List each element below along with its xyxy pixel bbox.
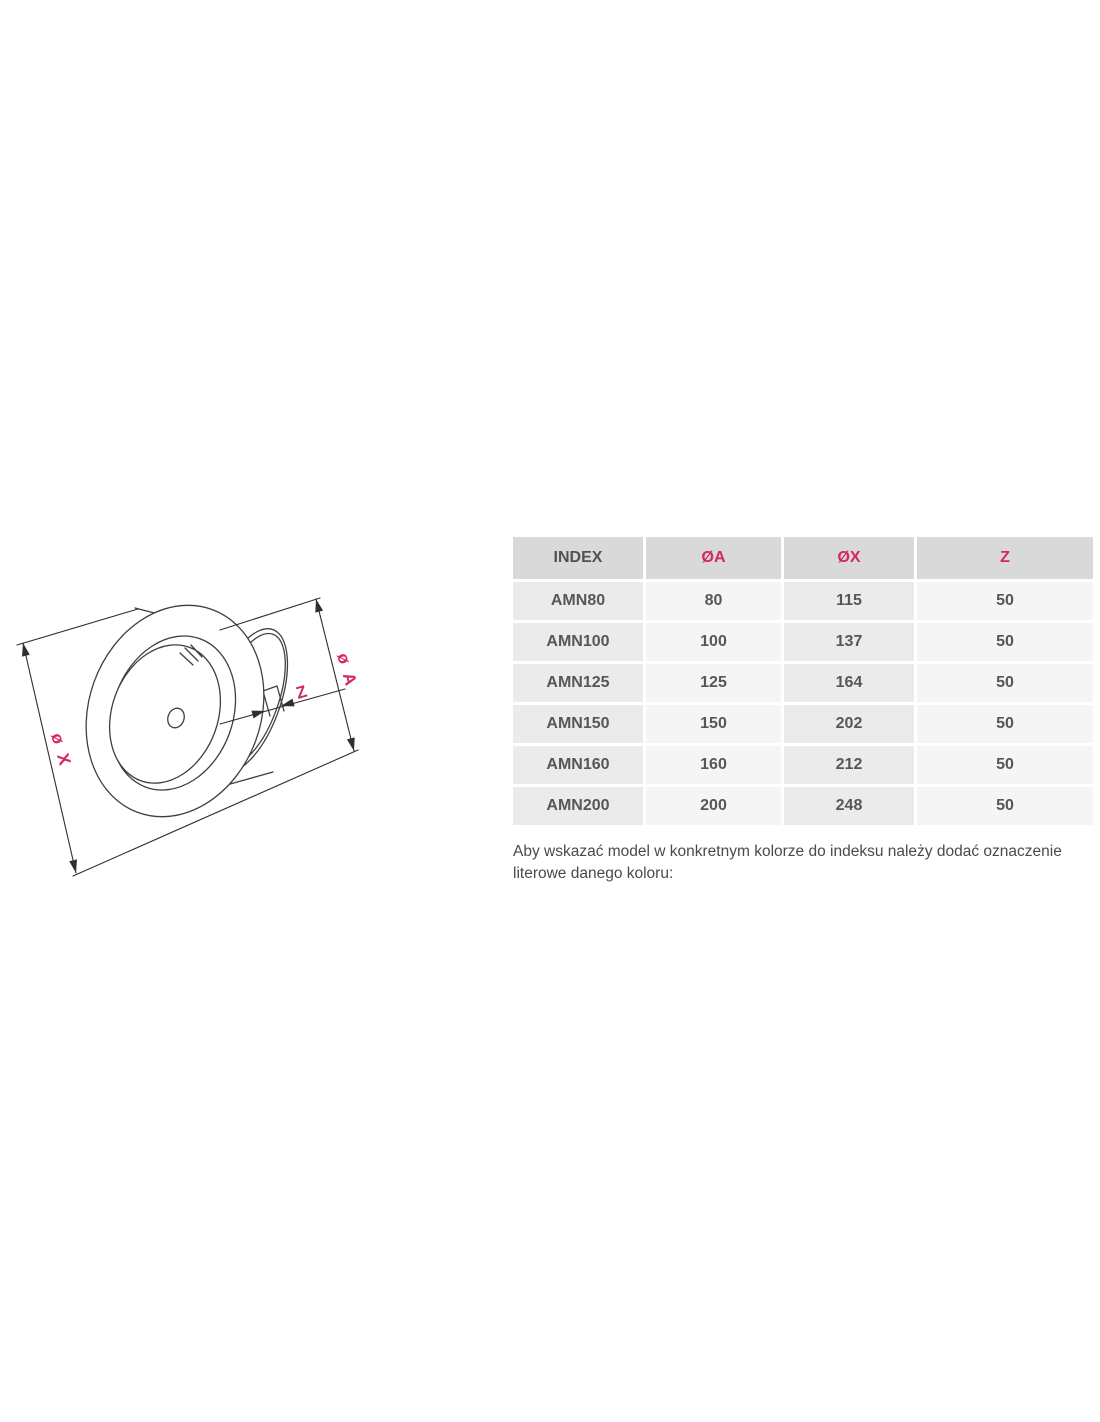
table-cell-x: 248	[784, 787, 914, 825]
diffuser-technical-diagram: ø X ø A Z	[15, 585, 410, 895]
table-cell-z: 50	[917, 705, 1093, 743]
vane-line-1	[179, 652, 194, 666]
table-cell-a: 80	[646, 582, 781, 620]
arrowhead-a-top	[315, 599, 324, 613]
table-cell-x: 115	[784, 582, 914, 620]
table-cell-x: 137	[784, 623, 914, 661]
table-cell-z: 50	[917, 623, 1093, 661]
table-cell-index: AMN125	[513, 664, 643, 702]
table-cell-a: 125	[646, 664, 781, 702]
table-cell-a: 160	[646, 746, 781, 784]
table-cell-x: 212	[784, 746, 914, 784]
duct-band-connector	[262, 685, 278, 692]
table-cell-x: 202	[784, 705, 914, 743]
front-disc-ellipse	[108, 644, 222, 784]
table-cell-a: 100	[646, 623, 781, 661]
table-cell-index: AMN80	[513, 582, 643, 620]
dim-bottom-extension	[72, 749, 359, 877]
arrowhead-a-bottom	[346, 737, 355, 751]
dim-z-line	[219, 688, 346, 725]
diffuser-drawing-svg: ø X ø A Z	[16, 597, 361, 877]
arrowhead-x-top	[22, 643, 30, 657]
table-cell-z: 50	[917, 787, 1093, 825]
table-cell-index: AMN100	[513, 623, 643, 661]
vane-line-3	[190, 644, 203, 658]
vane-line-2	[184, 647, 199, 662]
table-cell-index: AMN200	[513, 787, 643, 825]
color-note-text: Aby wskazać model w konkretnym kolorze d…	[513, 843, 1062, 883]
table-cell-x: 164	[784, 664, 914, 702]
dim-x-line	[22, 642, 77, 874]
spec-table-header-index: INDEX	[513, 537, 643, 579]
table-cell-z: 50	[917, 746, 1093, 784]
spec-table-header-z: Z	[917, 537, 1093, 579]
spec-table-header-diameter-x: ØX	[784, 537, 914, 579]
arrowhead-z-right	[281, 698, 295, 707]
center-hole	[167, 707, 185, 729]
arrowhead-z-left	[251, 710, 265, 719]
dim-a-line	[315, 598, 355, 752]
table-cell-a: 150	[646, 705, 781, 743]
dim-label-depth-z: Z	[294, 681, 312, 703]
spec-table-header-diameter-a: ØA	[646, 537, 781, 579]
arrowhead-x-bottom	[69, 859, 77, 873]
table-cell-z: 50	[917, 664, 1093, 702]
table-cell-a: 200	[646, 787, 781, 825]
table-cell-z: 50	[917, 582, 1093, 620]
spec-table: INDEX ØA ØX Z AMN80 80 115 50 AMN100 100…	[513, 537, 1093, 825]
dim-x-extension-top	[16, 608, 139, 646]
table-cell-index: AMN150	[513, 705, 643, 743]
table-cell-index: AMN160	[513, 746, 643, 784]
dim-a-extension-top	[219, 597, 321, 631]
